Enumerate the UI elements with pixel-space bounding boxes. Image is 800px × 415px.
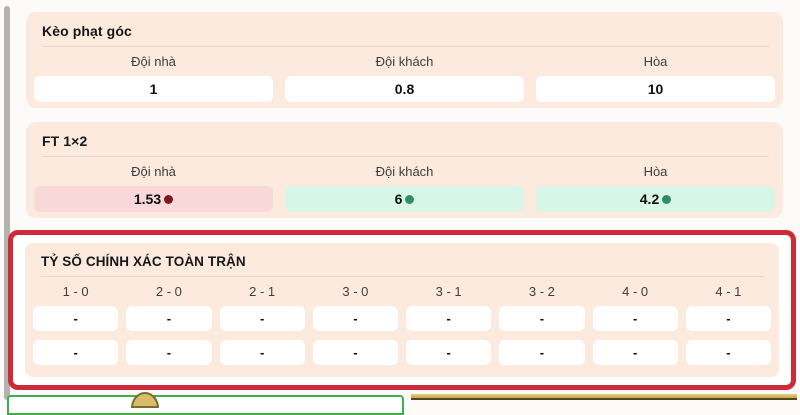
- column-header-home: Đội nhà: [131, 54, 176, 69]
- bottom-left-banner[interactable]: [7, 395, 404, 415]
- score-odds-button[interactable]: -: [592, 306, 678, 331]
- score-odds-row: - - - - - - - -: [33, 306, 771, 331]
- score-header: 3 - 2: [528, 284, 555, 299]
- odds-button-draw[interactable]: 10: [536, 76, 775, 102]
- odds-button-home[interactable]: 1: [34, 76, 273, 102]
- score-odds-button[interactable]: -: [499, 306, 585, 331]
- score-odds-row: - - - - - - - -: [33, 340, 771, 365]
- highlight-red-frame: TỶ SỐ CHÍNH XÁC TOÀN TRẬN 1 - 0 2 - 0 2 …: [8, 230, 796, 390]
- odds-up-dot-icon: [405, 194, 415, 204]
- score-odds-button[interactable]: -: [685, 306, 771, 331]
- section-title: TỶ SỐ CHÍNH XÁC TOÀN TRẬN: [41, 254, 246, 269]
- odds-value: 6: [394, 191, 403, 207]
- section-divider: [41, 276, 765, 277]
- score-odds-button[interactable]: -: [406, 306, 492, 331]
- section-correct-score: TỶ SỐ CHÍNH XÁC TOÀN TRẬN 1 - 0 2 - 0 2 …: [25, 243, 779, 377]
- section-title: Kèo phạt góc: [42, 23, 132, 39]
- score-odds-button[interactable]: -: [685, 340, 771, 365]
- odds-button-draw[interactable]: 4.2: [536, 186, 775, 212]
- bottom-right-banner[interactable]: [411, 394, 797, 400]
- score-odds-button[interactable]: -: [406, 340, 492, 365]
- odds-down-dot-icon: [164, 194, 174, 204]
- column-header-row: Đội nhà Đội khách Hòa: [34, 164, 775, 179]
- score-odds-button[interactable]: -: [219, 306, 305, 331]
- score-odds-button[interactable]: -: [33, 340, 119, 365]
- score-header-row: 1 - 0 2 - 0 2 - 1 3 - 0 3 - 1 3 - 2 4 - …: [33, 284, 771, 299]
- section-ft-1x2: FT 1×2 Đội nhà Đội khách Hòa 1.53 6 4.2: [26, 122, 783, 218]
- odds-value: 0.8: [394, 81, 415, 97]
- score-odds-button[interactable]: -: [126, 306, 212, 331]
- section-title: FT 1×2: [42, 133, 88, 149]
- column-header-row: Đội nhà Đội khách Hòa: [34, 54, 775, 69]
- column-header-draw: Hòa: [643, 54, 668, 69]
- score-header: 4 - 1: [715, 284, 742, 299]
- score-odds-button[interactable]: -: [126, 340, 212, 365]
- odds-value: 1.53: [133, 191, 162, 207]
- score-odds-button[interactable]: -: [33, 306, 119, 331]
- score-header: 1 - 0: [62, 284, 89, 299]
- column-header-away: Đội khách: [375, 164, 434, 179]
- score-odds-button[interactable]: -: [312, 340, 398, 365]
- score-header: 4 - 0: [622, 284, 649, 299]
- score-header: 3 - 1: [435, 284, 462, 299]
- score-header: 2 - 1: [249, 284, 276, 299]
- score-odds-button[interactable]: -: [312, 306, 398, 331]
- section-corner-odds: Kèo phạt góc Đội nhà Đội khách Hòa 1 0.8…: [26, 12, 783, 108]
- column-header-draw: Hòa: [643, 164, 668, 179]
- odds-value: 1: [149, 81, 158, 97]
- column-header-home: Đội nhà: [131, 164, 176, 179]
- vertical-scrollbar[interactable]: [4, 6, 10, 400]
- section-divider: [42, 46, 769, 47]
- odds-value: 10: [647, 81, 664, 97]
- score-odds-button[interactable]: -: [499, 340, 585, 365]
- score-header: 2 - 0: [155, 284, 182, 299]
- odds-button-away[interactable]: 6: [285, 186, 524, 212]
- section-divider: [42, 156, 769, 157]
- score-odds-button[interactable]: -: [219, 340, 305, 365]
- odds-button-away[interactable]: 0.8: [285, 76, 524, 102]
- odds-row: 1.53 6 4.2: [34, 186, 775, 212]
- odds-up-dot-icon: [662, 194, 672, 204]
- odds-row: 1 0.8 10: [34, 76, 775, 102]
- odds-button-home[interactable]: 1.53: [34, 186, 273, 212]
- column-header-away: Đội khách: [375, 54, 434, 69]
- score-odds-button[interactable]: -: [592, 340, 678, 365]
- score-header: 3 - 0: [342, 284, 369, 299]
- odds-value: 4.2: [639, 191, 660, 207]
